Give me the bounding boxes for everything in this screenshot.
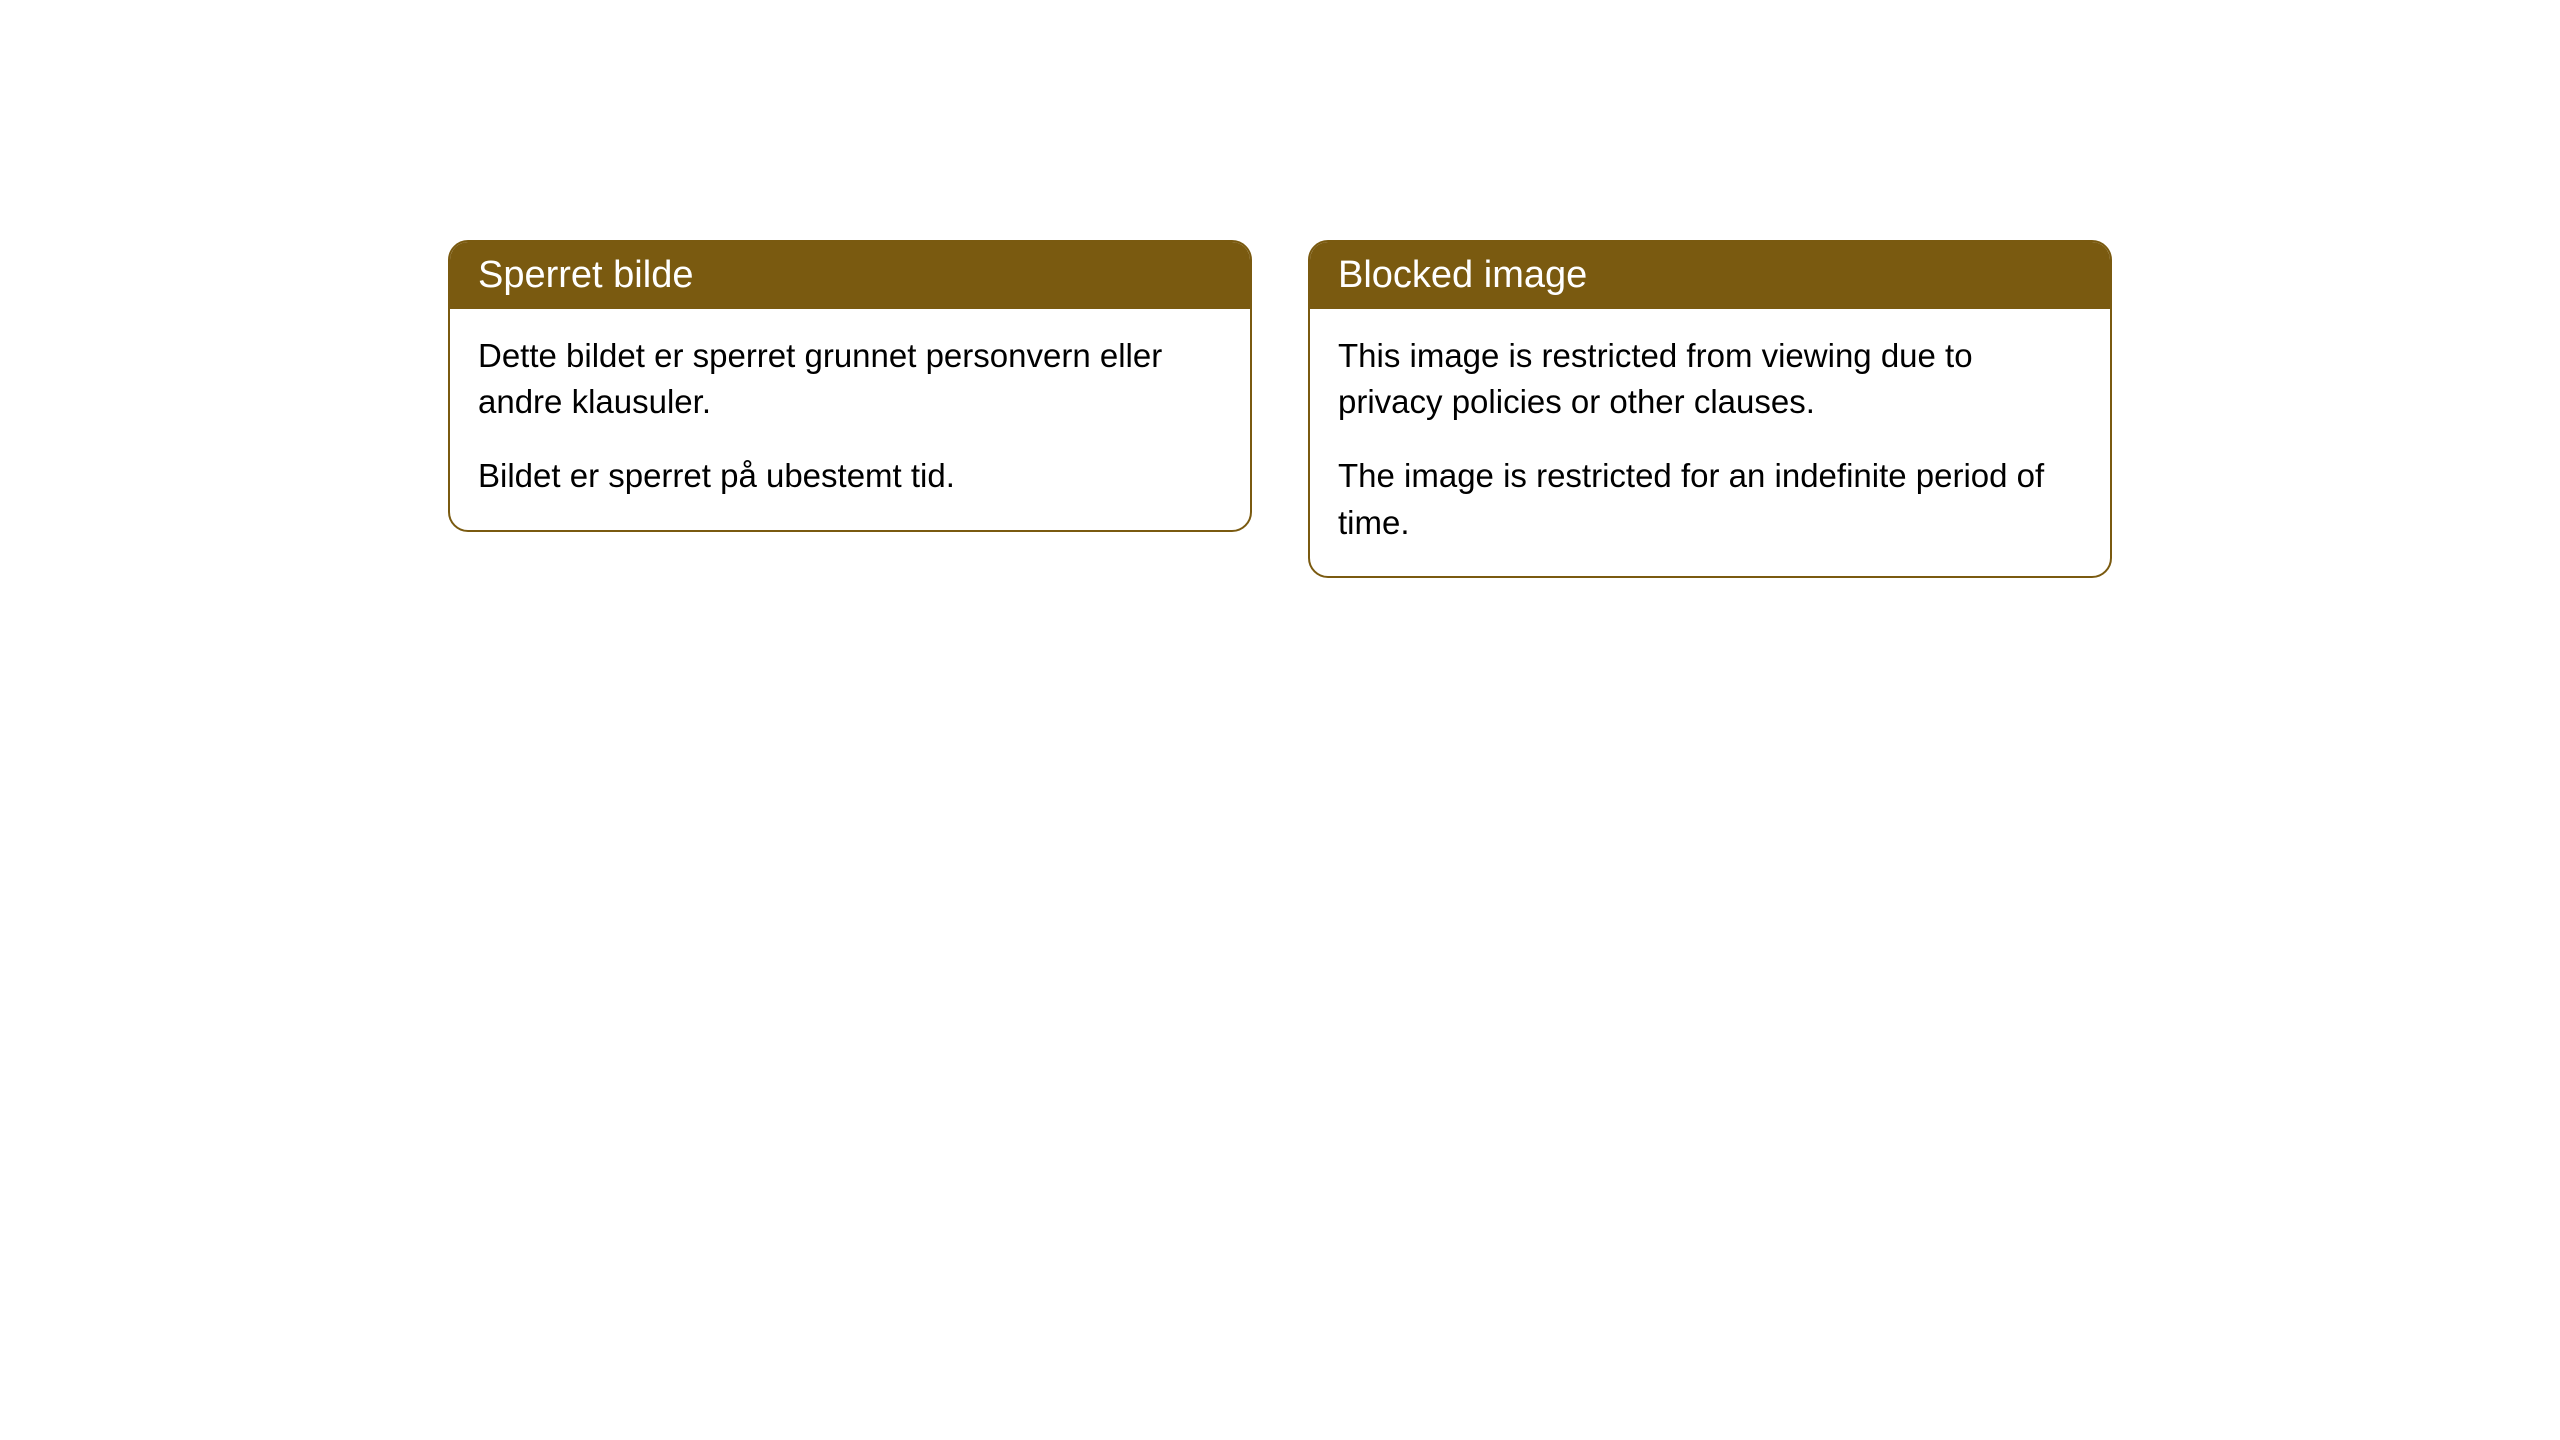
- card-paragraph: This image is restricted from viewing du…: [1338, 333, 2082, 425]
- card-body: This image is restricted from viewing du…: [1310, 309, 2110, 576]
- notice-card-english: Blocked image This image is restricted f…: [1308, 240, 2112, 578]
- card-header: Blocked image: [1310, 242, 2110, 309]
- card-header: Sperret bilde: [450, 242, 1250, 309]
- notice-card-norwegian: Sperret bilde Dette bildet er sperret gr…: [448, 240, 1252, 532]
- card-paragraph: Bildet er sperret på ubestemt tid.: [478, 453, 1222, 499]
- notice-container: Sperret bilde Dette bildet er sperret gr…: [448, 240, 2112, 1440]
- card-title: Sperret bilde: [478, 254, 693, 296]
- card-paragraph: The image is restricted for an indefinit…: [1338, 453, 2082, 545]
- card-body: Dette bildet er sperret grunnet personve…: [450, 309, 1250, 530]
- card-title: Blocked image: [1338, 254, 1587, 296]
- card-paragraph: Dette bildet er sperret grunnet personve…: [478, 333, 1222, 425]
